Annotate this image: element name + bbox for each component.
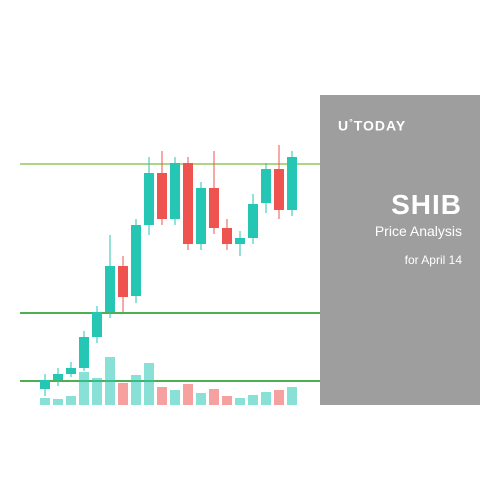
candle-body xyxy=(235,238,245,244)
volume-bar xyxy=(79,372,89,405)
candle-body xyxy=(53,374,63,380)
candle xyxy=(274,95,284,405)
candle-body xyxy=(40,380,50,389)
candle-body xyxy=(248,204,258,238)
candle-body xyxy=(274,169,284,209)
candle xyxy=(118,95,128,405)
candle xyxy=(261,95,271,405)
candlestick-chart xyxy=(20,95,320,405)
volume-bar xyxy=(118,383,128,406)
candle xyxy=(222,95,232,405)
ticker-symbol: SHIB xyxy=(338,189,462,221)
candle-body xyxy=(209,188,219,228)
candle xyxy=(183,95,193,405)
candle xyxy=(144,95,154,405)
info-sidebar: U°TODAY SHIB Price Analysis for April 14 xyxy=(320,95,480,405)
candle-wick xyxy=(240,231,241,256)
candle xyxy=(40,95,50,405)
thumbnail-card: U°TODAY SHIB Price Analysis for April 14 xyxy=(20,95,480,405)
volume-bar xyxy=(144,363,154,405)
candle-body xyxy=(131,225,141,296)
candle xyxy=(235,95,245,405)
volume-bar xyxy=(209,389,219,406)
volume-bar xyxy=(261,392,271,406)
subtitle-text: Price Analysis xyxy=(338,223,462,239)
candle xyxy=(92,95,102,405)
volume-bar xyxy=(170,390,180,405)
volume-bar xyxy=(157,387,167,405)
candle-body xyxy=(105,266,115,313)
date-text: for April 14 xyxy=(338,253,462,267)
candle-body xyxy=(79,337,89,368)
candle-body xyxy=(144,173,154,226)
candle xyxy=(131,95,141,405)
candle xyxy=(209,95,219,405)
volume-bar xyxy=(40,398,50,406)
brand-logo: U°TODAY xyxy=(338,117,462,134)
candle xyxy=(157,95,167,405)
volume-bar xyxy=(287,387,297,405)
candle-body xyxy=(170,163,180,219)
candle-body xyxy=(157,173,167,220)
volume-bar xyxy=(53,399,63,405)
candle xyxy=(196,95,206,405)
volume-bar xyxy=(196,393,206,405)
volume-bar xyxy=(92,378,102,405)
volume-bar xyxy=(183,384,193,405)
candle-body xyxy=(118,266,128,297)
volume-bar xyxy=(248,395,258,406)
volume-bar xyxy=(222,396,232,405)
candle-body xyxy=(92,312,102,337)
candle-body xyxy=(287,157,297,210)
candle-body xyxy=(261,169,271,203)
volume-bar xyxy=(235,398,245,406)
candle-body xyxy=(222,228,232,244)
candle-body xyxy=(66,368,76,374)
candle xyxy=(79,95,89,405)
candle xyxy=(66,95,76,405)
candle xyxy=(248,95,258,405)
candle-body xyxy=(196,188,206,244)
volume-bar xyxy=(274,390,284,405)
volume-bar xyxy=(66,396,76,405)
candle xyxy=(170,95,180,405)
volume-bar xyxy=(131,375,141,405)
candle-body xyxy=(183,163,193,244)
candle xyxy=(287,95,297,405)
candle xyxy=(53,95,63,405)
volume-bar xyxy=(105,357,115,405)
